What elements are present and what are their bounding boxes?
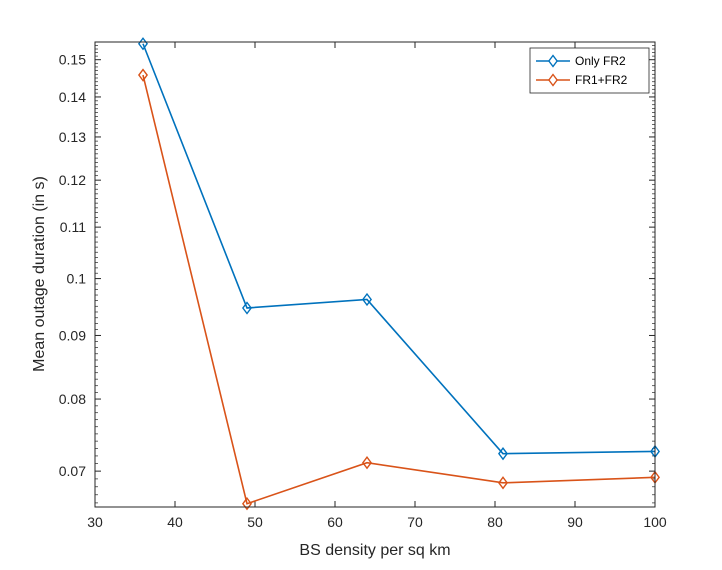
y-tick-label: 0.07: [59, 463, 86, 479]
legend-label: Only FR2: [575, 54, 626, 68]
x-axis-ticks: 30 40 50 60 70 80 90 100: [87, 42, 667, 530]
series-2-point: [498, 476, 508, 490]
x-tick-label: 80: [487, 514, 503, 530]
legend-marker: [548, 54, 558, 68]
x-tick-label: 60: [327, 514, 343, 530]
plot-box: [94, 41, 656, 508]
legend: Only FR2 FR1+FR2: [529, 47, 650, 94]
legend-entries: Only FR2 FR1+FR2: [536, 54, 628, 87]
y-tick-label: 0.1: [67, 271, 87, 287]
series-layer: [138, 37, 660, 511]
y-tick-label: 0.09: [59, 327, 86, 343]
y-tick-label: 0.08: [59, 391, 86, 407]
y-tick-label: 0.11: [60, 219, 86, 235]
x-tick-label: 70: [407, 514, 423, 530]
y-tick-label: 0.14: [59, 89, 86, 105]
x-tick-label: 40: [167, 514, 183, 530]
plot-area: [95, 42, 655, 507]
x-tick-label: 30: [87, 514, 103, 530]
y-tick-label: 0.15: [59, 52, 86, 68]
y-tick-label: 0.12: [59, 172, 86, 188]
series-2-point: [138, 68, 148, 82]
x-tick-label: 90: [567, 514, 583, 530]
series-1-point: [498, 447, 508, 461]
series-1-point: [362, 292, 372, 307]
legend-marker: [548, 73, 558, 87]
y-tick-label: 0.13: [59, 129, 86, 145]
series-2-point: [362, 456, 372, 470]
y-axis-ticks: 0.07 0.08 0.09 0.1 0.11 0.12 0.13 0.14 0.15: [59, 52, 655, 479]
x-tick-label: 100: [643, 514, 667, 530]
series-1-point: [242, 301, 252, 315]
x-tick-label: 50: [247, 514, 263, 530]
series-line-1: [142, 43, 656, 455]
x-axis-label: BS density per sq km: [299, 542, 450, 559]
legend-box: [529, 47, 650, 94]
y-axis-label: Mean outage duration (in s): [31, 176, 48, 372]
series-line-2: [142, 74, 656, 505]
series-2-point: [242, 497, 252, 511]
legend-label: FR1+FR2: [575, 73, 628, 87]
